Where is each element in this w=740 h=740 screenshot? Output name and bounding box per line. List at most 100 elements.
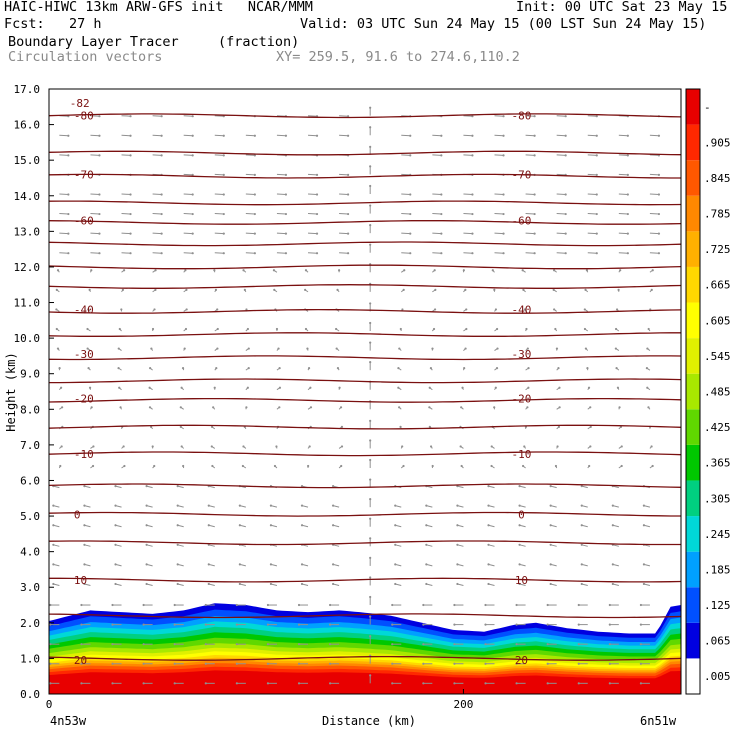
- vector-head: [580, 484, 583, 488]
- colorbar-label: .245: [704, 528, 731, 541]
- vector-head: [86, 327, 89, 331]
- vector-head: [273, 288, 276, 291]
- vector-head: [552, 288, 555, 291]
- vector-head: [284, 173, 288, 177]
- vector-head: [616, 386, 620, 389]
- vector-head: [432, 327, 436, 331]
- vector-head: [337, 269, 341, 272]
- y-axis: 0.0 1.0 2.0 3.0 4.0 5.0 6.0 7.0 8.0 9.0 10.0 11.0 12…: [14, 83, 54, 701]
- vector-head: [52, 582, 55, 586]
- vector-head: [328, 623, 332, 626]
- vector-head: [394, 504, 397, 507]
- vector-head: [409, 252, 412, 255]
- vector-head: [204, 603, 207, 607]
- vector-head: [315, 134, 319, 137]
- y-tick-label: 13.0: [14, 225, 41, 238]
- vector-head: [657, 173, 661, 177]
- vector-head: [191, 232, 194, 235]
- vector-head: [554, 327, 557, 331]
- vector-head: [328, 662, 332, 665]
- vector-head: [422, 682, 425, 685]
- vector-arrow: [556, 232, 566, 235]
- vector-head: [549, 543, 552, 546]
- vector-arrow: [618, 252, 628, 254]
- vector-head: [242, 445, 245, 448]
- vector-head: [526, 406, 529, 409]
- colorbar-swatch: [686, 266, 700, 303]
- vector-head: [336, 288, 339, 291]
- vector-head: [184, 327, 188, 331]
- vector-head: [595, 232, 598, 235]
- vector-head: [117, 367, 120, 370]
- vector-arrow: [276, 252, 286, 254]
- vector-head: [266, 603, 270, 607]
- vector-head: [595, 134, 598, 137]
- vector-head: [556, 445, 559, 448]
- vector-head: [284, 193, 288, 196]
- vector-arrow: [339, 252, 349, 254]
- model-title: HAIC-HIWC 13km ARW-GFS init NCAR/MMM: [4, 0, 313, 15]
- vector-head: [272, 269, 276, 272]
- vector-arrow: [59, 193, 69, 195]
- colorbar-label: .305: [704, 492, 731, 505]
- vector-head: [620, 464, 623, 468]
- vector-head: [328, 643, 332, 646]
- vector-head: [639, 643, 643, 646]
- circulation-vectors: [49, 106, 661, 685]
- colorbar-swatch: [686, 195, 700, 232]
- vector-arrow: [59, 252, 69, 254]
- vector-head: [52, 563, 55, 566]
- vector-head: [429, 367, 433, 370]
- vector-head: [487, 504, 490, 507]
- vector-head: [114, 524, 117, 527]
- vector-head: [269, 582, 273, 586]
- vector-head: [148, 406, 152, 409]
- vector-head: [204, 662, 207, 665]
- vector-head: [52, 543, 55, 546]
- vector-head: [67, 252, 70, 255]
- colorbar-label: .365: [704, 457, 731, 470]
- vector-head: [87, 308, 90, 311]
- vector-head: [394, 543, 397, 546]
- vector-head: [278, 367, 281, 370]
- vector-head: [216, 308, 219, 311]
- vector-head: [608, 662, 611, 665]
- vector-head: [650, 288, 653, 291]
- isotherm-line: [48, 332, 681, 337]
- vector-head: [369, 321, 372, 325]
- colorbar-swatch: [686, 409, 700, 445]
- vector-head: [409, 134, 412, 137]
- vector-head: [87, 367, 90, 370]
- isotherm-label: 10: [74, 574, 87, 587]
- vector-arrow: [121, 213, 131, 215]
- vector-head: [494, 386, 497, 389]
- valid-time: Valid: 03 UTC Sun 24 May 15 (00 LST Sun …: [300, 16, 707, 32]
- vector-head: [191, 212, 194, 216]
- vector-arrow: [59, 154, 69, 156]
- colorbar-swatch: [686, 302, 700, 339]
- vector-arrow: [432, 232, 442, 235]
- vector-head: [300, 504, 304, 507]
- vector-arrow: [307, 252, 318, 254]
- vector-head: [297, 662, 301, 665]
- x-axis: 0 200: [46, 689, 473, 711]
- vector-head: [145, 582, 148, 586]
- vector-head: [595, 193, 598, 196]
- vector-head: [183, 347, 186, 350]
- vector-head: [98, 134, 101, 137]
- vector-arrow: [59, 134, 69, 137]
- vector-head: [129, 115, 132, 118]
- vector-head: [549, 524, 552, 527]
- vector-arrow: [214, 134, 224, 137]
- vector-head: [453, 603, 456, 607]
- vector-arrow: [339, 193, 349, 195]
- vector-head: [615, 367, 618, 370]
- vector-head: [222, 134, 225, 137]
- vector-head: [471, 154, 474, 157]
- vector-head: [83, 484, 86, 488]
- isotherm-line: [48, 613, 682, 619]
- vector-arrow: [649, 213, 659, 215]
- vector-arrow: [245, 252, 255, 254]
- vector-head: [369, 165, 372, 168]
- vector-head: [453, 623, 456, 626]
